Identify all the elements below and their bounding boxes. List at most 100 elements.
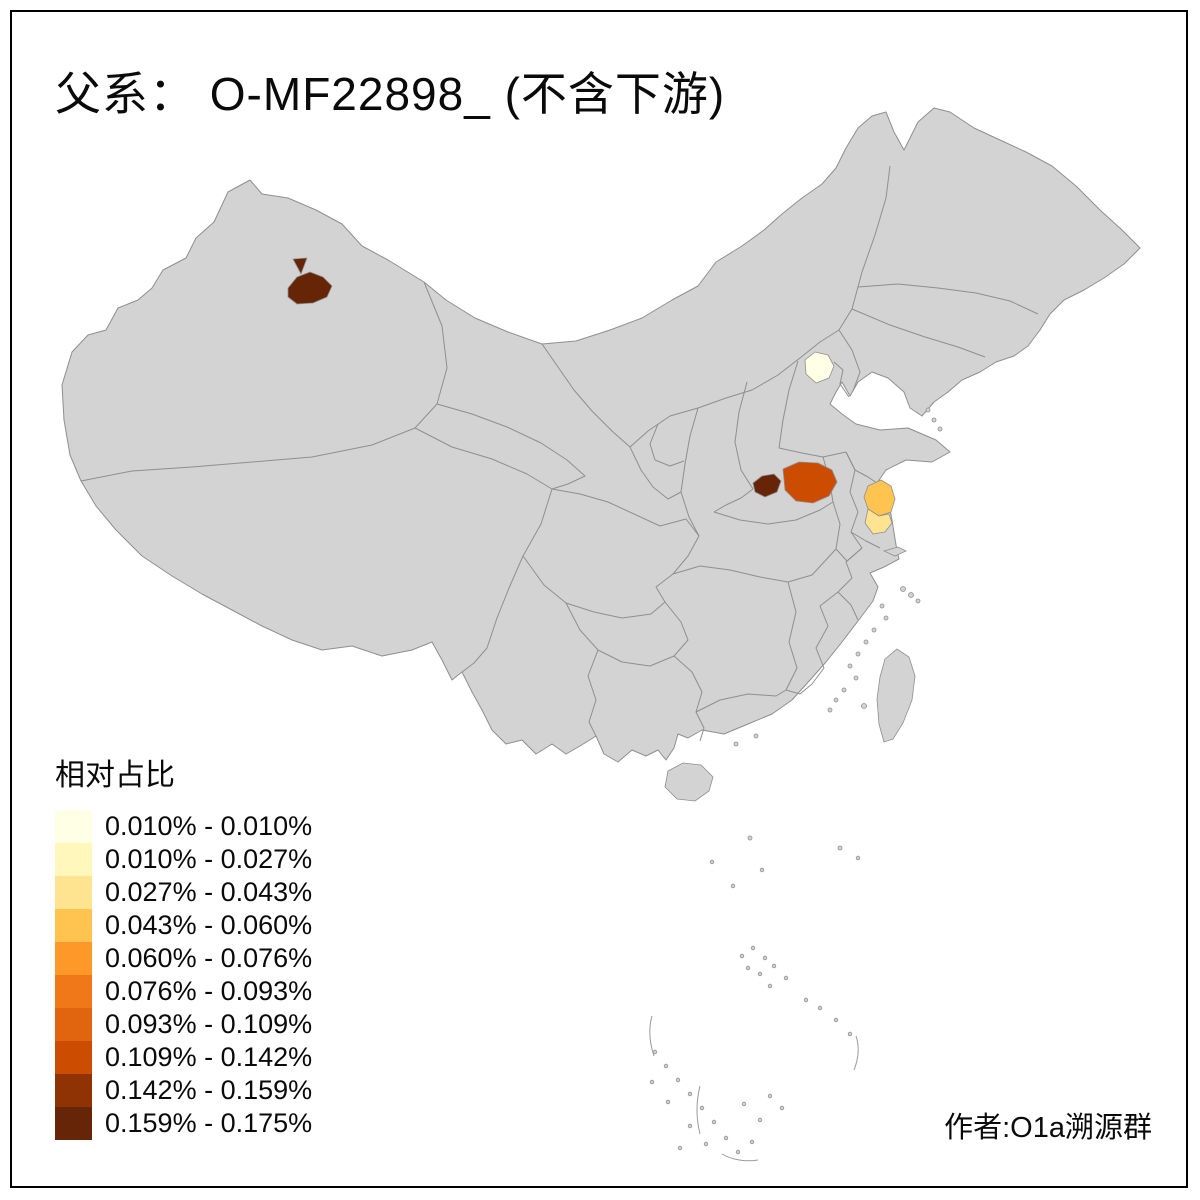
border-segment [649,423,685,467]
border-segment [414,427,553,673]
island-dot [855,855,861,861]
legend-label: 0.060% - 0.076% [105,943,313,973]
border-segment [673,655,705,742]
author-credit: 作者:O1a溯源群 [944,1112,1152,1144]
legend-item: 0.142% - 0.159% [55,1074,312,1107]
legend-swatch [55,843,92,876]
henan-dark-highlight [752,473,782,498]
island-dot [753,733,759,739]
border-segment [785,581,798,691]
island-dot [931,417,937,423]
island-dot [847,1031,853,1037]
island-dot [762,955,768,961]
legend-item: 0.076% - 0.093% [55,975,312,1008]
island-dot [847,663,853,669]
island-dot [833,1017,839,1023]
border-segment [811,591,839,685]
henan-anhui-orange-highlight [782,461,838,504]
island-dot [687,1091,693,1097]
island-dot [827,707,833,713]
south-china-sea-dashes [649,1015,859,1162]
border-segment [857,283,1039,315]
legend-label: 0.093% - 0.109% [105,1009,313,1039]
island-dot [767,983,773,989]
legend-title: 相对占比 [55,759,175,792]
island-dot [745,965,751,971]
island-dot [709,859,715,865]
legend-item: 0.027% - 0.043% [55,876,312,909]
island-dot [663,1063,669,1069]
province-borders [80,165,1039,742]
figure-title: 父系： O-MF22898_ (不含下游) [55,68,726,120]
island-dot [675,1077,681,1083]
island-dot [759,867,765,873]
island-dot [783,975,789,981]
island-dot [733,741,739,747]
island-dot [730,883,736,889]
legend-item: 0.159% - 0.175% [55,1107,312,1140]
legend: 相对占比 0.010% - 0.010% 0.010% - 0.027% 0.0… [55,750,312,1140]
border-segment [541,343,631,448]
legend-swatch [55,1008,92,1041]
island-dot [757,1117,763,1123]
legend-label: 0.010% - 0.010% [105,811,313,841]
legend-label: 0.159% - 0.175% [105,1108,313,1138]
border-segment [850,531,881,549]
island-dot [855,651,861,657]
border-segment [837,591,859,621]
island-dot [871,627,877,633]
hainan-island [664,762,714,802]
border-segment [565,601,689,667]
legend-label: 0.109% - 0.142% [105,1042,313,1072]
island-dot [900,586,906,592]
legend-item: 0.109% - 0.142% [55,1041,312,1074]
xinjiang-highlight-triangle [292,257,308,275]
border-segment [680,407,700,537]
chongming-island [882,546,907,557]
legend-label: 0.142% - 0.159% [105,1075,313,1105]
legend-swatch [55,1074,92,1107]
border-segment [80,281,448,482]
china-mainland [61,107,1141,763]
island-dot [803,997,809,1003]
island-dot [861,703,867,709]
border-segment [672,548,837,583]
island-dot [837,845,843,851]
jiangsu-north-highlight [863,479,896,517]
legend-swatch [55,909,92,942]
taiwan-island [876,648,916,743]
island-dot [883,615,889,621]
island-dot [649,1079,655,1085]
island-dot [937,426,943,432]
legend-item: 0.010% - 0.027% [55,843,312,876]
figure-border [10,10,1188,1188]
beijing-highlight [804,351,835,384]
island-dot [879,603,885,609]
sea-dash [649,1015,655,1057]
border-segment [778,360,799,449]
legend-swatch [55,876,92,909]
border-segment [851,308,986,358]
island-dot [767,1093,773,1099]
island-dot [833,697,839,703]
legend-swatch [55,942,92,975]
border-segment [650,535,700,615]
island-dot [711,1119,717,1125]
island-dot [908,592,914,598]
legend-item: 0.060% - 0.076% [55,942,312,975]
border-segment [551,488,700,537]
island-dot [750,945,756,951]
legend-item: 0.093% - 0.109% [55,1008,312,1041]
border-segment [713,501,834,525]
legend-label: 0.076% - 0.093% [105,976,313,1006]
island-dot [699,1105,705,1111]
island-dot [853,675,859,681]
border-segment [734,381,754,490]
island-dot [749,1139,755,1145]
legend-swatch [55,975,92,1008]
legend-label: 0.027% - 0.043% [105,877,313,907]
border-segment [713,488,754,513]
legend-item: 0.043% - 0.060% [55,909,312,942]
